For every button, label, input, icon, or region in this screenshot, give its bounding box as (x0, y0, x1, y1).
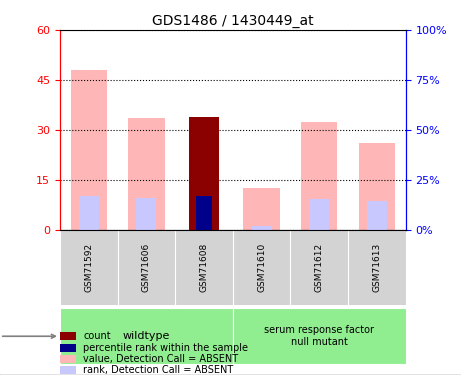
Text: GSM71613: GSM71613 (372, 243, 381, 292)
Text: rank, Detection Call = ABSENT: rank, Detection Call = ABSENT (83, 365, 234, 375)
Bar (136, 198, 156, 230)
Bar (243, 188, 280, 230)
Text: GSM71606: GSM71606 (142, 243, 151, 292)
Bar (60, 355, 76, 363)
Bar (309, 199, 329, 230)
FancyBboxPatch shape (60, 308, 233, 364)
Bar (367, 201, 387, 230)
Bar (128, 118, 165, 230)
Bar (60, 344, 76, 352)
Text: count: count (83, 331, 111, 341)
Bar (79, 196, 99, 230)
FancyBboxPatch shape (233, 308, 406, 364)
Text: wildtype: wildtype (123, 331, 170, 341)
Bar (60, 366, 76, 374)
Bar (60, 332, 76, 340)
Bar (359, 143, 395, 230)
Bar (252, 226, 272, 230)
Text: serum response factor
null mutant: serum response factor null mutant (264, 326, 374, 347)
Text: GSM71612: GSM71612 (315, 243, 324, 292)
Text: GSM71608: GSM71608 (200, 243, 208, 292)
Bar (196, 196, 212, 230)
Text: GSM71592: GSM71592 (84, 243, 93, 292)
Text: value, Detection Call = ABSENT: value, Detection Call = ABSENT (83, 354, 238, 364)
Bar (71, 70, 107, 230)
Text: genotype/variation: genotype/variation (0, 331, 55, 341)
Bar (301, 122, 337, 230)
Text: percentile rank within the sample: percentile rank within the sample (83, 342, 248, 352)
Text: GSM71610: GSM71610 (257, 243, 266, 292)
Title: GDS1486 / 1430449_at: GDS1486 / 1430449_at (152, 13, 313, 28)
Bar (189, 117, 219, 230)
